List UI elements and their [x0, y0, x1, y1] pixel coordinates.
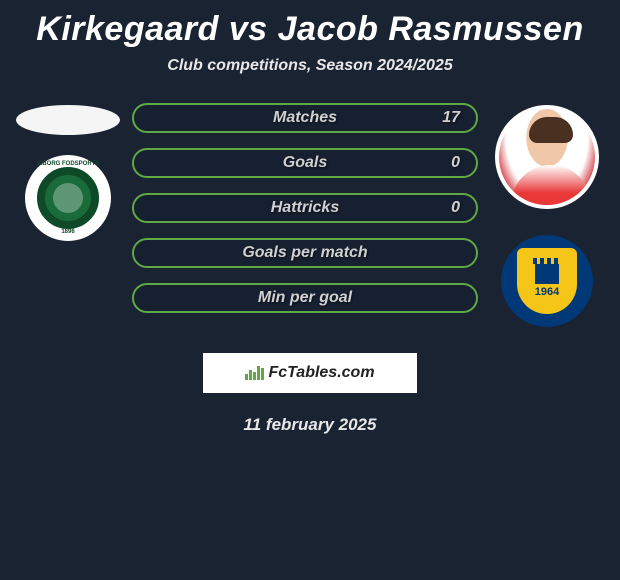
stat-label: Min per goal [134, 289, 476, 307]
stat-label: Hattricks [134, 199, 476, 217]
stat-value: 17 [442, 109, 460, 127]
club-badge-brondby: 1964 [495, 229, 599, 333]
brand-box: FcTables.com [203, 353, 417, 393]
chart-bars-icon [245, 366, 264, 380]
stat-label: Matches [134, 109, 476, 127]
subtitle: Club competitions, Season 2024/2025 [0, 57, 620, 95]
left-column: VIBORG FODSPORTS 1896 [8, 95, 128, 241]
player2-photo [495, 105, 599, 209]
stat-value: 0 [451, 199, 460, 217]
stats-column: Matches 17 Goals 0 Hattricks 0 Goals per… [128, 95, 482, 313]
stat-label: Goals per match [134, 244, 476, 262]
tower-icon [535, 264, 559, 284]
stat-value: 0 [451, 154, 460, 172]
badge-year: 1896 [25, 229, 111, 235]
comparison-card: Kirkegaard vs Jacob Rasmussen Club compe… [0, 0, 620, 435]
stat-row-min-per-goal: Min per goal [132, 283, 478, 313]
badge-inner-icon [37, 167, 99, 229]
player1-avatar-placeholder [16, 105, 120, 135]
badge-shield-icon: 1964 [517, 248, 577, 314]
date-line: 11 february 2025 [0, 415, 620, 435]
stat-row-goals-per-match: Goals per match [132, 238, 478, 268]
stat-label: Goals [134, 154, 476, 172]
brand-text: FcTables.com [268, 364, 374, 382]
content-row: VIBORG FODSPORTS 1896 Matches 17 Goals 0… [0, 95, 620, 333]
stat-row-goals: Goals 0 [132, 148, 478, 178]
badge-year: 1964 [535, 286, 559, 298]
stat-row-matches: Matches 17 [132, 103, 478, 133]
page-title: Kirkegaard vs Jacob Rasmussen [0, 0, 620, 57]
club-badge-viborg: VIBORG FODSPORTS 1896 [25, 155, 111, 241]
right-column: 1964 [482, 95, 612, 333]
stat-row-hattricks: Hattricks 0 [132, 193, 478, 223]
